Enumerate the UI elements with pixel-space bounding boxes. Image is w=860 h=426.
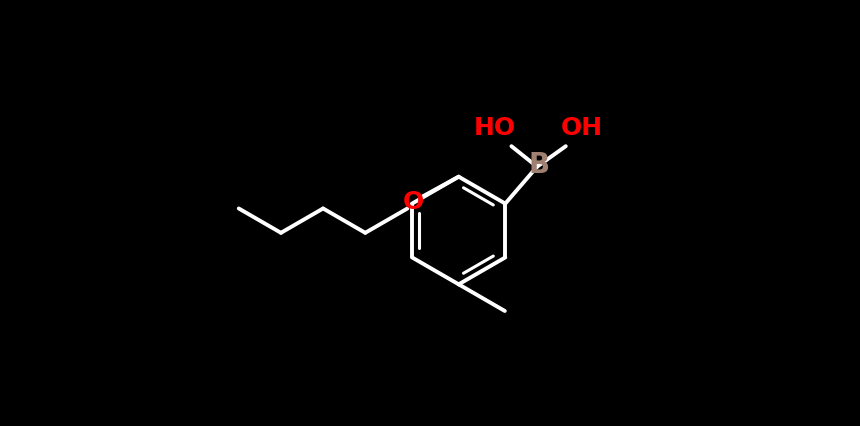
Text: B: B (529, 151, 550, 178)
Text: HO: HO (474, 116, 516, 140)
Text: OH: OH (561, 116, 603, 140)
Text: O: O (403, 190, 424, 214)
